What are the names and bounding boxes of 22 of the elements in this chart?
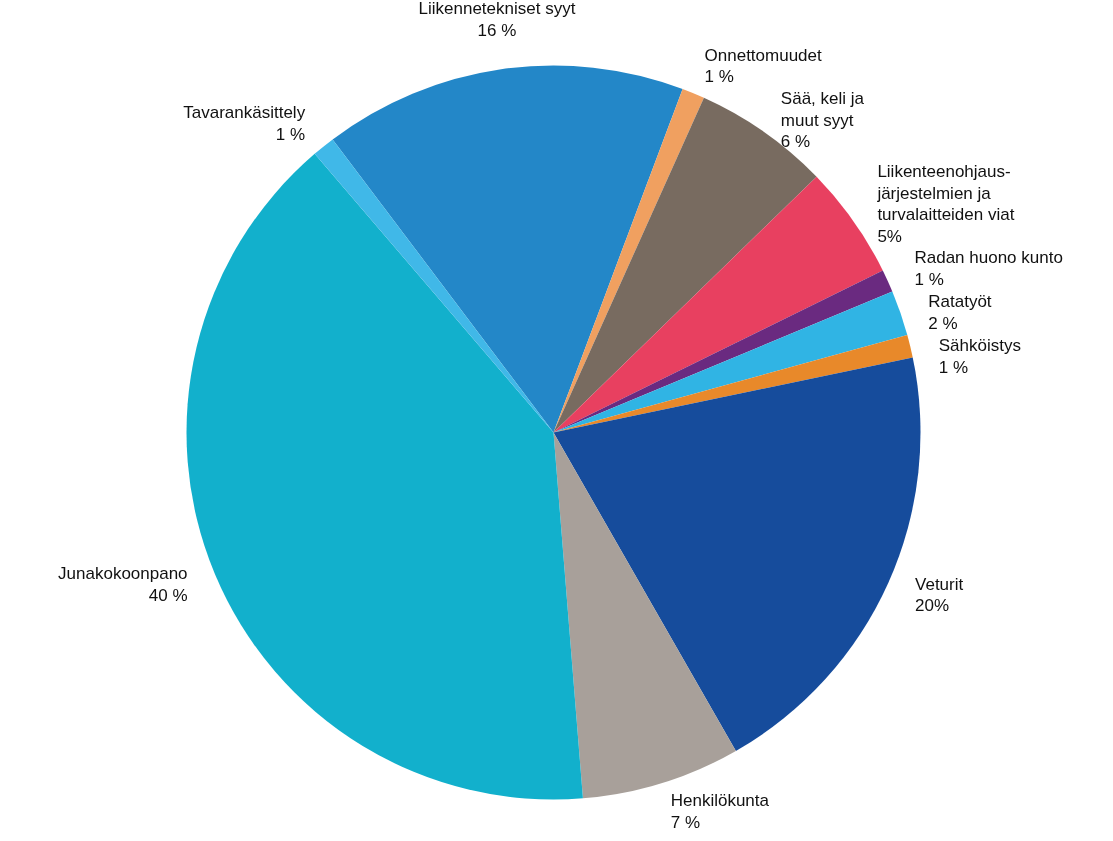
data-label: 7 %	[670, 812, 700, 832]
data-label: 1 %	[914, 270, 944, 290]
data-label: 1 %	[704, 67, 734, 87]
data-label: 6 %	[780, 132, 811, 152]
data-label: 20%	[915, 596, 950, 616]
slice-label: Henkilökunta	[670, 790, 770, 810]
data-label: 40 %	[148, 586, 188, 606]
slice-label: Onnettomuudet	[704, 45, 823, 65]
slice-label: Liikenteenohjaus- järjestelmien ja turvalaitteiden viat	[876, 161, 1015, 225]
slice-label: Sää, keli ja muut syyt	[780, 88, 865, 130]
data-label: 5%	[877, 227, 902, 247]
slice-label: Liikennetekniset syyt	[418, 0, 576, 19]
slice-label: Tavarankäsittely	[183, 103, 306, 123]
slice-label: Junakokoonpano	[58, 564, 188, 584]
data-label: 1 %	[275, 125, 306, 145]
data-label: 16 %	[477, 21, 517, 41]
slice-label: Radan huono kunto	[914, 248, 1063, 268]
slice-label: Veturit	[915, 574, 964, 594]
slice-label: Sähköistys	[938, 336, 1021, 356]
data-label: 1 %	[938, 358, 969, 378]
slice-label: Ratatyöt	[928, 292, 992, 312]
data-label: 2 %	[928, 314, 958, 334]
